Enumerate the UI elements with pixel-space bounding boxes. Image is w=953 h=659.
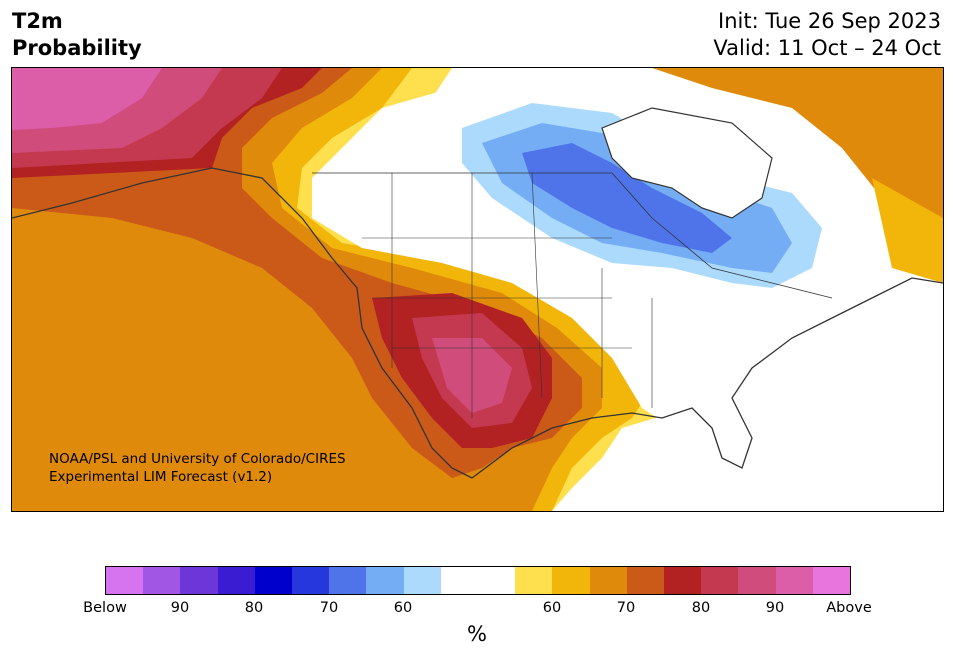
colorbar-swatch <box>775 567 813 594</box>
colorbar-tick-label: Above <box>826 600 872 616</box>
colorbar-tick-label: 90 <box>765 600 785 616</box>
colorbar-swatch <box>329 567 367 594</box>
warm-region-dark-red <box>12 68 552 448</box>
us-canada-border <box>312 172 833 299</box>
colorbar-swatch <box>664 567 702 594</box>
title-line-2: Probability <box>12 36 142 60</box>
colorbar-unit: % <box>467 622 487 646</box>
colorbar-tick-label: Below <box>83 600 127 616</box>
colorbar-swatch <box>180 567 218 594</box>
map-title: T2m Probability <box>12 8 142 62</box>
title-line-1: T2m <box>12 9 63 33</box>
state-lines <box>362 172 653 418</box>
hudson-bay <box>601 107 773 219</box>
colorbar-tick-label: 60 <box>542 600 562 616</box>
colorbar-swatch <box>403 567 441 594</box>
colorbar-swatch <box>738 567 776 594</box>
valid-range: Valid: 11 Oct – 24 Oct <box>713 36 941 60</box>
colorbar-swatch <box>478 567 516 594</box>
colorbar-tick-label: 80 <box>244 600 264 616</box>
colorbar-tick-label: 60 <box>393 600 413 616</box>
colorbar-tick-label: 90 <box>170 600 190 616</box>
probability-map: NOAA/PSL and University of Colorado/CIRE… <box>11 67 944 512</box>
colorbar-swatch <box>812 567 851 594</box>
warm-region-crimson <box>12 68 532 428</box>
map-canvas <box>12 68 943 511</box>
forecast-info: Init: Tue 26 Sep 2023 Valid: 11 Oct – 24… <box>713 8 941 62</box>
init-date: Init: Tue 26 Sep 2023 <box>718 9 941 33</box>
colorbar-swatch <box>515 567 553 594</box>
credit-text: NOAA/PSL and University of Colorado/CIRE… <box>49 450 346 486</box>
colorbar-swatch <box>440 567 479 594</box>
colorbar-swatch <box>701 567 739 594</box>
colorbar-swatch <box>254 567 293 594</box>
coastline-gulf <box>471 277 943 479</box>
coastline-west <box>12 167 473 479</box>
warm-region-magenta <box>12 68 162 130</box>
probability-colorbar <box>105 566 851 595</box>
colorbar-tick-label: 70 <box>616 600 636 616</box>
colorbar-swatch <box>366 567 404 594</box>
colorbar-tick-label: 70 <box>319 600 339 616</box>
credit-line-1: NOAA/PSL and University of Colorado/CIRE… <box>49 451 346 467</box>
cool-region-blue <box>522 143 732 253</box>
colorbar-swatch <box>106 567 144 594</box>
colorbar-tick-label: 80 <box>691 600 711 616</box>
colorbar-swatch <box>217 567 255 594</box>
east-warm-gold <box>872 178 943 283</box>
colorbar-swatch <box>589 567 627 594</box>
credit-line-2: Experimental LIM Forecast (v1.2) <box>49 469 273 485</box>
colorbar-swatch <box>143 567 181 594</box>
colorbar-swatch <box>552 567 590 594</box>
east-warm-orange <box>652 68 943 278</box>
colorbar-swatch <box>626 567 665 594</box>
colorbar-swatch <box>292 567 330 594</box>
